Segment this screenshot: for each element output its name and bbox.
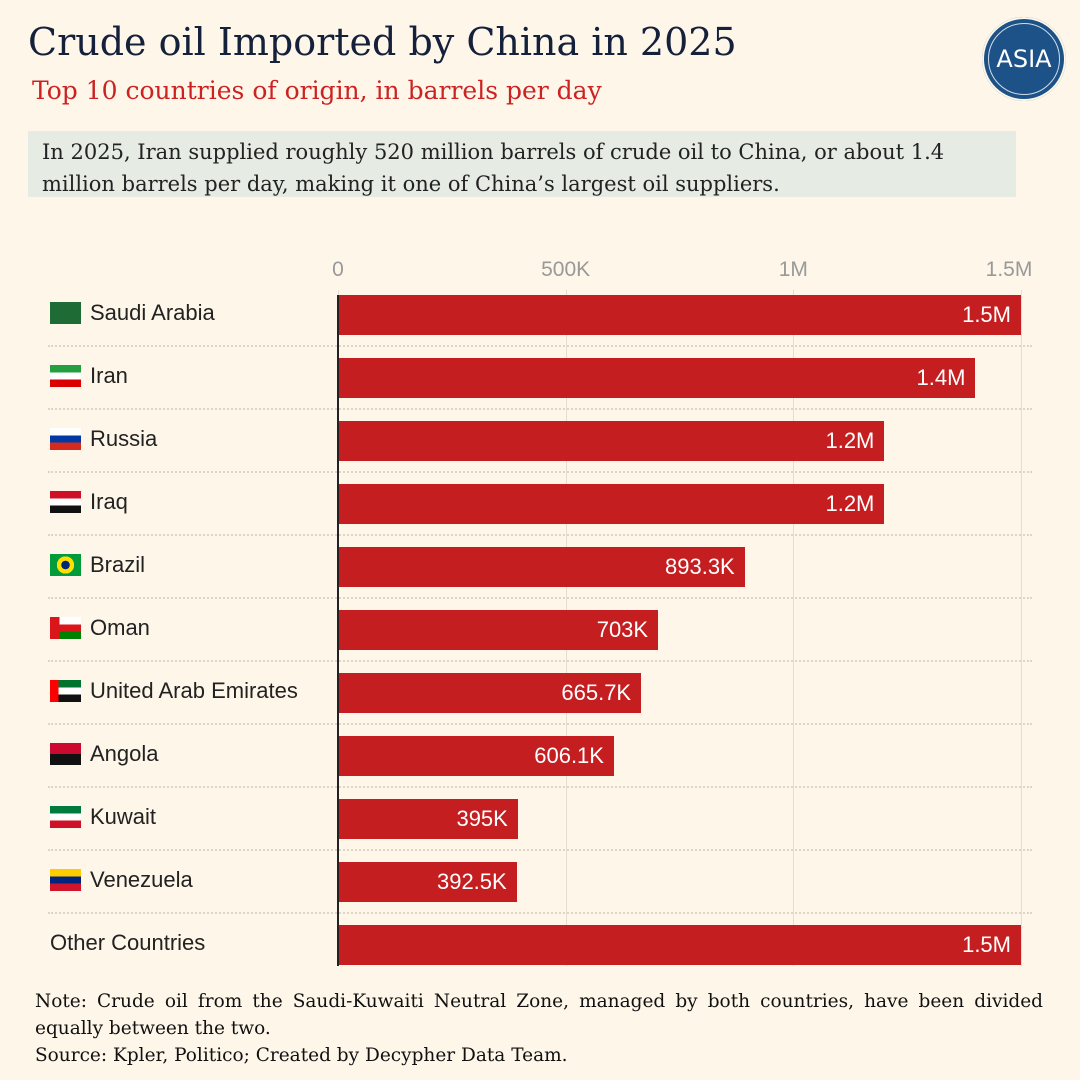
bar: 606.1K xyxy=(338,736,614,776)
category-label: Venezuela xyxy=(90,867,193,892)
bar: 392.5K xyxy=(338,862,517,902)
bar: 1.2M xyxy=(338,421,885,461)
row-separator xyxy=(48,912,1032,914)
category-label: Iran xyxy=(90,363,128,388)
gridline xyxy=(1021,290,1022,966)
row-separator xyxy=(48,345,1032,347)
bar-row: Iran 1.4M xyxy=(48,358,1032,421)
bar: 1.2M xyxy=(338,484,885,524)
bar: 395K xyxy=(338,799,518,839)
category-label: Oman xyxy=(90,615,150,640)
bar-value-label: 606.1K xyxy=(534,743,604,768)
category-label: Russia xyxy=(90,426,158,451)
y-axis-line xyxy=(337,295,339,966)
bar-row: Brazil 893.3K xyxy=(48,547,1032,610)
bar-row: Russia 1.2M xyxy=(48,421,1032,484)
uae-flag-icon xyxy=(50,680,81,702)
row-separator xyxy=(48,597,1032,599)
bar-value-label: 893.3K xyxy=(665,554,735,579)
row-separator xyxy=(48,471,1032,473)
russia-flag-icon xyxy=(50,428,81,450)
category-label: Angola xyxy=(90,741,159,766)
footer-note: Note: Crude oil from the Saudi-Kuwaiti N… xyxy=(35,988,1043,1069)
x-tick-label: 1.5M xyxy=(985,258,1033,281)
note-text: Note: Crude oil from the Saudi-Kuwaiti N… xyxy=(35,991,1043,1039)
category-label: Saudi Arabia xyxy=(90,300,215,325)
bar-value-label: 1.4M xyxy=(916,365,966,390)
bar: 893.3K xyxy=(338,547,745,587)
page-title: Crude oil Imported by China in 2025 xyxy=(28,20,737,64)
bar: 1.5M xyxy=(338,925,1021,965)
oman-flag-icon xyxy=(50,617,81,639)
bar-value-label: 1.2M xyxy=(825,428,875,453)
bar: 1.5M xyxy=(338,295,1021,335)
source-text: Source: Kpler, Politico; Created by Decy… xyxy=(35,1045,568,1066)
row-separator xyxy=(48,723,1032,725)
iran-flag-icon xyxy=(50,365,81,387)
bar-value-label: 1.2M xyxy=(825,491,875,516)
bar-row: Venezuela 392.5K xyxy=(48,862,1032,925)
x-tick-label: 500K xyxy=(541,258,591,281)
page-subtitle: Top 10 countries of origin, in barrels p… xyxy=(32,76,602,105)
category-label: Iraq xyxy=(90,489,128,514)
bar-row: Iraq 1.2M xyxy=(48,484,1032,547)
callout-box: In 2025, Iran supplied roughly 520 milli… xyxy=(28,131,1016,197)
bar-row: United Arab Emirates 665.7K xyxy=(48,673,1032,736)
bar-value-label: 395K xyxy=(456,806,508,831)
category-label: Brazil xyxy=(90,552,146,577)
category-label: Kuwait xyxy=(90,804,157,829)
bar-row: Saudi Arabia 1.5M xyxy=(48,295,1032,358)
row-separator xyxy=(48,786,1032,788)
row-separator xyxy=(48,534,1032,536)
bar-row: Other Countries 1.5M xyxy=(48,925,1032,988)
gridline xyxy=(793,290,795,966)
row-separator xyxy=(48,408,1032,410)
bar: 703K xyxy=(338,610,659,650)
row-separator xyxy=(48,849,1032,851)
category-label: Other Countries xyxy=(50,930,206,955)
bar-value-label: 1.5M xyxy=(962,302,1011,327)
angola-flag-icon xyxy=(50,743,81,765)
logo-text: ASIA xyxy=(996,45,1052,73)
saudi-arabia-flag-icon xyxy=(50,302,81,324)
bar-value-label: 392.5K xyxy=(436,869,507,894)
kuwait-flag-icon xyxy=(50,806,81,828)
bar-row: Oman 703K xyxy=(48,610,1032,673)
x-tick-label: 0 xyxy=(332,258,344,281)
brazil-flag-icon xyxy=(50,554,81,576)
bar-value-label: 665.7K xyxy=(561,680,632,705)
venezuela-flag-icon xyxy=(50,869,81,891)
bar: 665.7K xyxy=(338,673,642,713)
asia-logo: ASIA xyxy=(982,17,1066,101)
x-tick-label: 1M xyxy=(778,258,808,281)
bar-row: Kuwait 395K xyxy=(48,799,1032,862)
category-label: United Arab Emirates xyxy=(90,678,298,703)
bar-row: Angola 606.1K xyxy=(48,736,1032,799)
bar-value-label: 1.5M xyxy=(962,932,1011,957)
row-separator xyxy=(48,660,1032,662)
bar: 1.4M xyxy=(338,358,976,398)
iraq-flag-icon xyxy=(50,491,81,513)
bar-value-label: 703K xyxy=(596,617,649,642)
